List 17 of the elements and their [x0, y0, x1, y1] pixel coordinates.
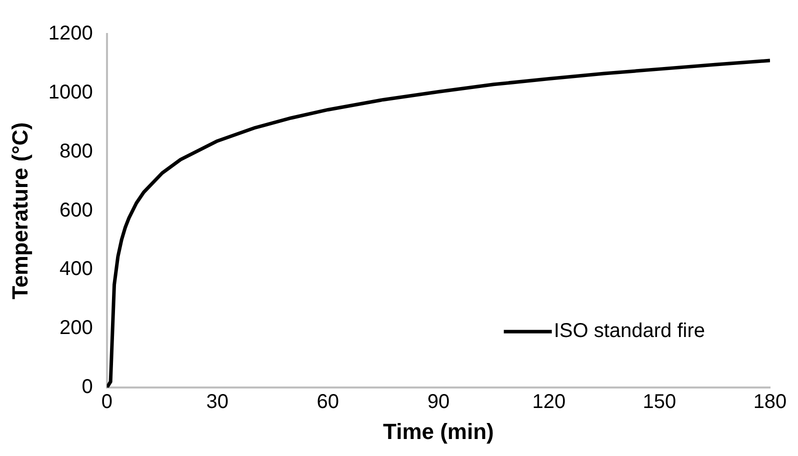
x-axis-title: Time (min)	[383, 418, 494, 444]
y-tick-label: 0	[82, 376, 93, 398]
y-axis-title: Temperature (°C)	[7, 122, 32, 300]
x-tick-label: 120	[532, 391, 566, 414]
y-tick-label: 1200	[48, 22, 93, 45]
x-tick-label: 0	[101, 391, 112, 414]
y-tick-label: 200	[60, 317, 93, 340]
x-tick-label: 60	[316, 391, 340, 414]
y-tick-label: 400	[60, 258, 93, 280]
legend-label: ISO standard fire	[554, 320, 706, 342]
x-tick-label: 90	[427, 391, 450, 414]
y-tick-label: 1000	[48, 81, 93, 104]
x-tick-label: 150	[642, 391, 676, 414]
y-tick-label: 800	[60, 140, 93, 162]
x-tick-label: 30	[206, 391, 229, 414]
y-tick-label: 600	[60, 199, 93, 222]
x-tick-label: 180	[753, 391, 787, 414]
